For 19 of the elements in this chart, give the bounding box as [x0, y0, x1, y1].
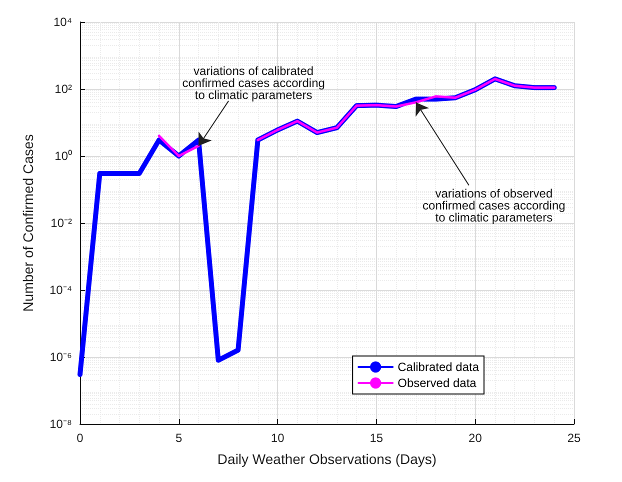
y-tick-label: 10⁻⁸	[50, 417, 72, 431]
annotation: variations of observed confirmed cases according to climatic parameters	[422, 186, 566, 224]
y-tick-label: 10⁻⁶	[50, 350, 72, 364]
y-tick-label: 10⁻⁴	[49, 283, 72, 297]
x-tick-label: 20	[468, 431, 482, 445]
x-tick-label: 10	[270, 431, 285, 445]
x-tick-label: 15	[370, 431, 384, 445]
y-axis-title: Number of Confirmed Cases	[20, 134, 36, 312]
legend-label: Observed data	[398, 376, 477, 390]
y-tick-label: 10²	[54, 82, 72, 96]
x-tick-label: 25	[567, 431, 581, 445]
x-axis-title: Daily Weather Observations (Days)	[217, 451, 437, 467]
x-tick-label: 5	[175, 431, 182, 445]
legend-label: Calibrated data	[398, 360, 480, 374]
annotation: variations of calibrated confirmed cases according to climatic parameters	[182, 64, 325, 102]
x-tick-label: 0	[76, 431, 84, 445]
y-tick-label: 10⁰	[54, 149, 72, 163]
y-tick-label: 10⁴	[53, 15, 72, 29]
y-tick-label: 10⁻²	[50, 216, 72, 230]
